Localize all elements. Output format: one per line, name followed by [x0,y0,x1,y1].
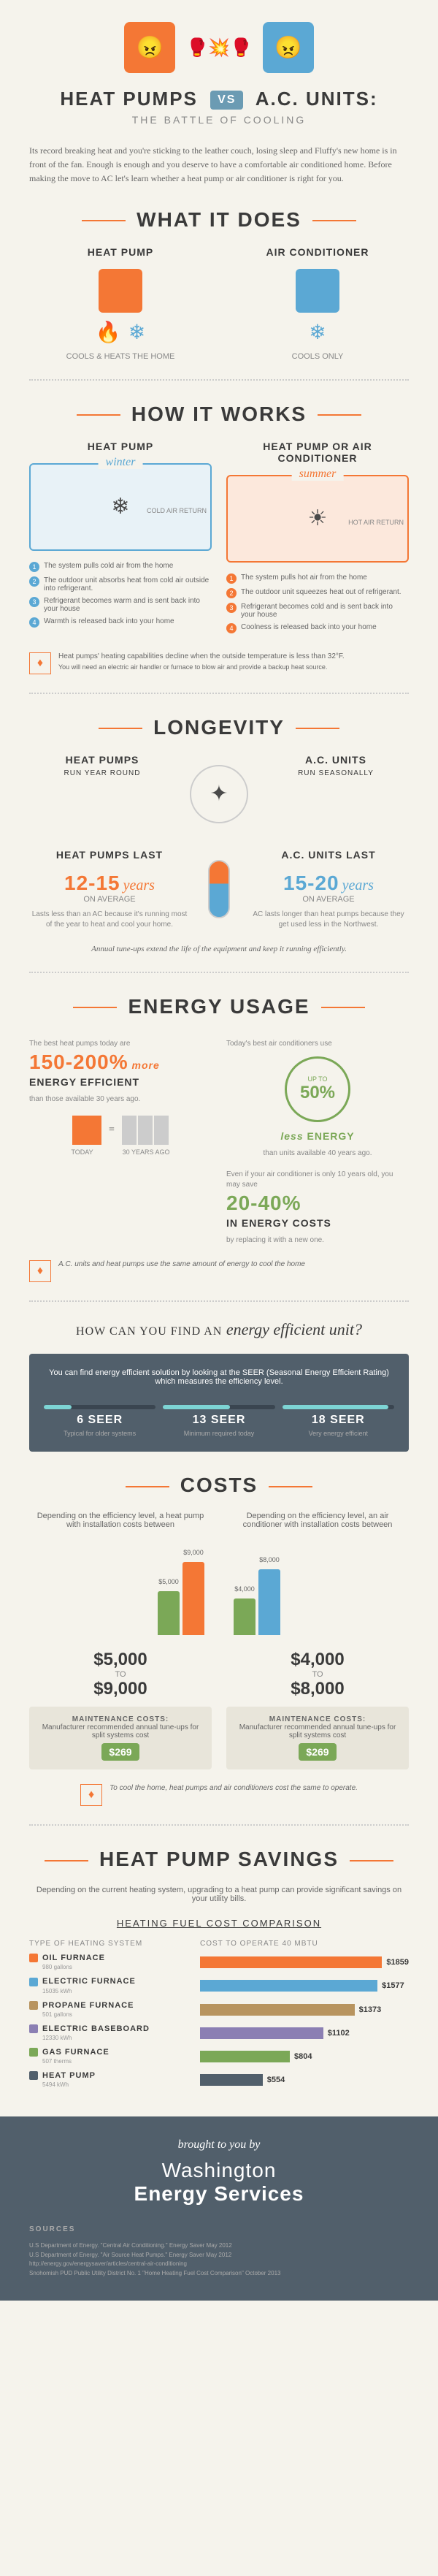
divider [29,1824,409,1826]
flame-icon: 🔥 [96,320,121,345]
ac-col: AIR CONDITIONER ❄ COOLS ONLY [226,246,409,361]
winter-steps: 1The system pulls cold air from the home… [29,562,212,628]
longevity-tip: Annual tune-ups extend the life of the e… [29,945,409,953]
section-what-it-does: WHAT IT DOES [29,208,409,232]
hp-today-icon [72,1116,101,1145]
summer-diagram: summer ☀ HOT AIR RETURN [226,475,409,563]
hp-box-icon [99,269,142,313]
maint-hp: MAINTENANCE COSTS: Manufacturer recommen… [29,1707,212,1769]
vs-badge: VS [210,91,243,110]
hp-old-icons [122,1116,169,1145]
section-savings: HEAT PUMP SAVINGS [29,1848,409,1871]
heat-pump-col: HEAT PUMP 🔥❄ COOLS & HEATS THE HOME [29,246,212,361]
intro-text: Its record breaking heat and you're stic… [29,144,409,186]
thermometer-icon [208,860,230,918]
summer-steps: 1The system pulls hot air from the home2… [226,573,409,633]
snowflake-icon: ❄ [128,320,145,345]
energy-circle: UP TO 50% [285,1056,350,1122]
ac-unit-icon: 😠 [263,22,314,73]
divider [29,1300,409,1302]
divider [29,379,409,381]
footer: brought to you by WashingtonEnergy Servi… [0,2116,438,2301]
section-longevity: LONGEVITY [29,716,409,739]
costs-tip: ♦ To cool the home, heat pumps and air c… [29,1784,409,1806]
maint-ac: MAINTENANCE COSTS: Manufacturer recommen… [226,1707,409,1769]
snowflake-icon: ❄ [309,320,326,345]
section-energy: ENERGY USAGE [29,995,409,1018]
cost-chart: $5,000$9,000$4,000$8,000 [29,1547,409,1635]
heat-pump-icon: 😠 [124,22,175,73]
seer-box: You can find energy efficient solution b… [29,1354,409,1452]
warning-icon: ♦ [29,652,51,674]
divider [29,693,409,694]
seasons-icon: ✦ [190,765,248,823]
divider [29,972,409,973]
section-how-it-works: HOW IT WORKS [29,403,409,426]
seer-title: HOW CAN YOU FIND AN energy efficient uni… [29,1320,409,1339]
info-icon: ♦ [29,1260,51,1282]
logo: WashingtonEnergy Services [29,2159,409,2206]
section-costs: COSTS [29,1474,409,1497]
info-icon: ♦ [80,1784,102,1806]
fuel-table: OIL FURNACE980 gallons$1859ELECTRIC FURN… [29,1954,409,2089]
ac-box-icon [296,269,339,313]
boxing-gloves-icon: 🥊💥🥊 [186,37,252,58]
energy-note: ♦ A.C. units and heat pumps use the same… [29,1260,409,1282]
subtitle: THE BATTLE OF COOLING [29,114,409,126]
heat-pump-note: ♦ Heat pumps' heating capabilities decli… [29,652,409,674]
header-icons: 😠 🥊💥🥊 😠 [29,22,409,73]
main-title: HEAT PUMPS VS A.C. UNITS: [29,88,409,110]
winter-diagram: winter ❄ COLD AIR RETURN [29,463,212,551]
